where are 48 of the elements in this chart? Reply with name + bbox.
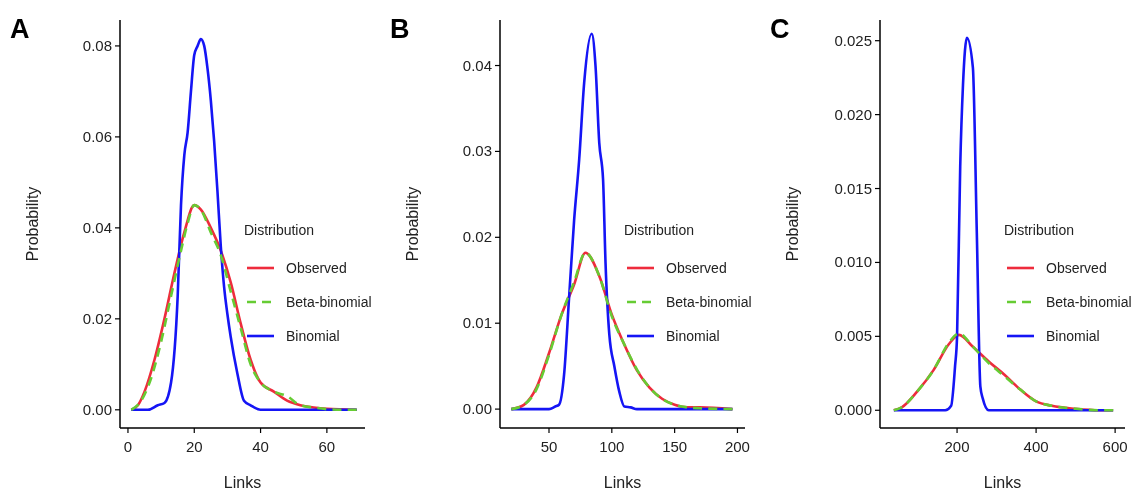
y-tick-label: 0.04 <box>82 218 112 236</box>
y-axis-title: Probability <box>784 186 801 262</box>
y-tick-label: 0.005 <box>834 327 872 345</box>
y-tick-label: 0.00 <box>462 400 492 418</box>
legend-title: Distribution <box>244 222 315 238</box>
x-tick-label: 20 <box>185 438 203 455</box>
x-axis-title: Links <box>603 474 642 491</box>
y-tick-label: 0.08 <box>82 36 112 54</box>
y-tick-label: 0.01 <box>462 314 492 332</box>
legend-label: Beta-binomial <box>1046 294 1132 310</box>
y-tick-label: 0.04 <box>462 56 492 74</box>
x-tick-label: 400 <box>1023 438 1049 455</box>
y-tick-label: 0.06 <box>82 127 112 145</box>
legend-title: Distribution <box>624 222 695 238</box>
chart-title: C <box>770 14 790 44</box>
x-axis-title: Links <box>223 474 262 491</box>
y-axis-title: Probability <box>404 186 421 262</box>
legend-label: Binomial <box>1046 328 1100 344</box>
legend-label: Observed <box>666 260 727 276</box>
y-tick-label: 0.00 <box>82 400 112 418</box>
x-tick-label: 60 <box>318 438 336 455</box>
x-tick-label: 200 <box>944 438 970 455</box>
legend-label: Observed <box>286 260 347 276</box>
x-tick-label: 600 <box>1102 438 1128 455</box>
chart-title: B <box>390 14 410 44</box>
legend-label: Binomial <box>666 328 720 344</box>
x-tick-label: 100 <box>599 438 625 455</box>
y-tick-label: 0.000 <box>834 401 872 419</box>
y-tick-label: 0.02 <box>462 228 492 246</box>
x-tick-label: 150 <box>662 438 688 455</box>
x-axis-title: Links <box>983 474 1022 491</box>
y-tick-label: 0.03 <box>462 142 492 160</box>
legend-label: Binomial <box>286 328 340 344</box>
x-tick-label: 50 <box>540 438 558 455</box>
legend-label: Beta-binomial <box>666 294 752 310</box>
y-axis-title: Probability <box>24 186 41 262</box>
x-tick-label: 0 <box>123 438 133 455</box>
y-tick-label: 0.02 <box>82 309 112 327</box>
legend-label: Beta-binomial <box>286 294 372 310</box>
chart-title: A <box>10 14 30 44</box>
y-tick-label: 0.020 <box>834 105 872 123</box>
legend-title: Distribution <box>1004 222 1075 238</box>
y-tick-label: 0.025 <box>834 31 872 49</box>
x-tick-label: 200 <box>724 438 750 455</box>
legend-label: Observed <box>1046 260 1107 276</box>
y-tick-label: 0.015 <box>834 179 872 197</box>
x-tick-label: 40 <box>252 438 269 455</box>
y-tick-label: 0.010 <box>834 253 872 271</box>
